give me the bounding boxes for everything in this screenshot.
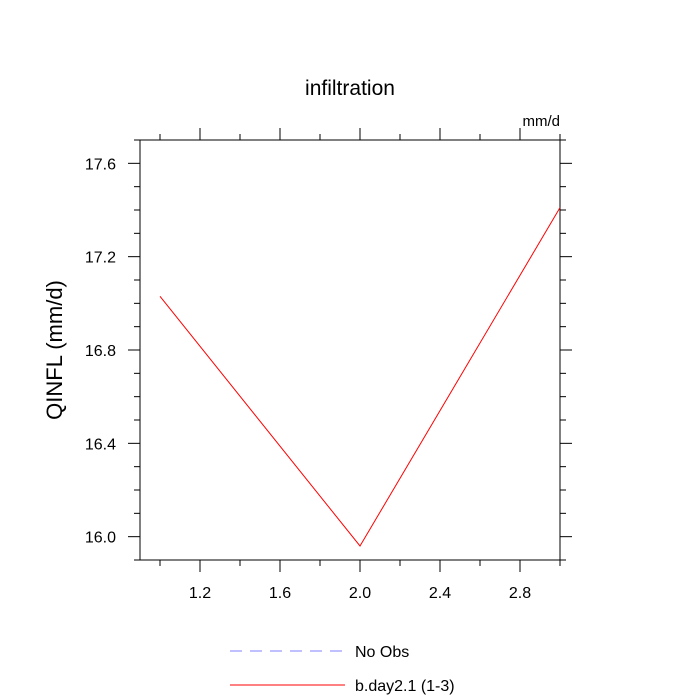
y-tick-label: 17.2: [85, 250, 116, 267]
legend-label-b-day2-1: b.day2.1 (1-3): [355, 678, 455, 695]
x-tick-label: 2.4: [429, 585, 451, 602]
x-tick-label: 2.0: [349, 585, 371, 602]
series-line-1: [159, 207, 561, 547]
x-tick-label: 1.2: [189, 585, 211, 602]
y-tick-label: 17.6: [85, 156, 116, 173]
minor-ticks: [134, 134, 566, 566]
x-tick-label: 2.8: [509, 585, 531, 602]
y-tick-label: 16.8: [85, 343, 116, 360]
y-axis-label: QINFL (mm/d): [42, 280, 67, 420]
legend-label-no-obs: No Obs: [355, 644, 409, 661]
x-ticks: 1.2 1.6 2.0 2.4 2.8: [189, 128, 531, 602]
y-tick-label: 16.0: [85, 530, 116, 547]
series-layer: [159, 207, 561, 547]
chart-title: infiltration: [305, 77, 395, 100]
x-tick-label: 1.6: [269, 585, 291, 602]
y-ticks: 16.0 16.4 16.8 17.2 17.6: [85, 156, 572, 547]
legend: No Obs b.day2.1 (1-3): [230, 644, 455, 695]
y-tick-label: 16.4: [85, 436, 116, 453]
units-label: mm/d: [523, 113, 561, 130]
